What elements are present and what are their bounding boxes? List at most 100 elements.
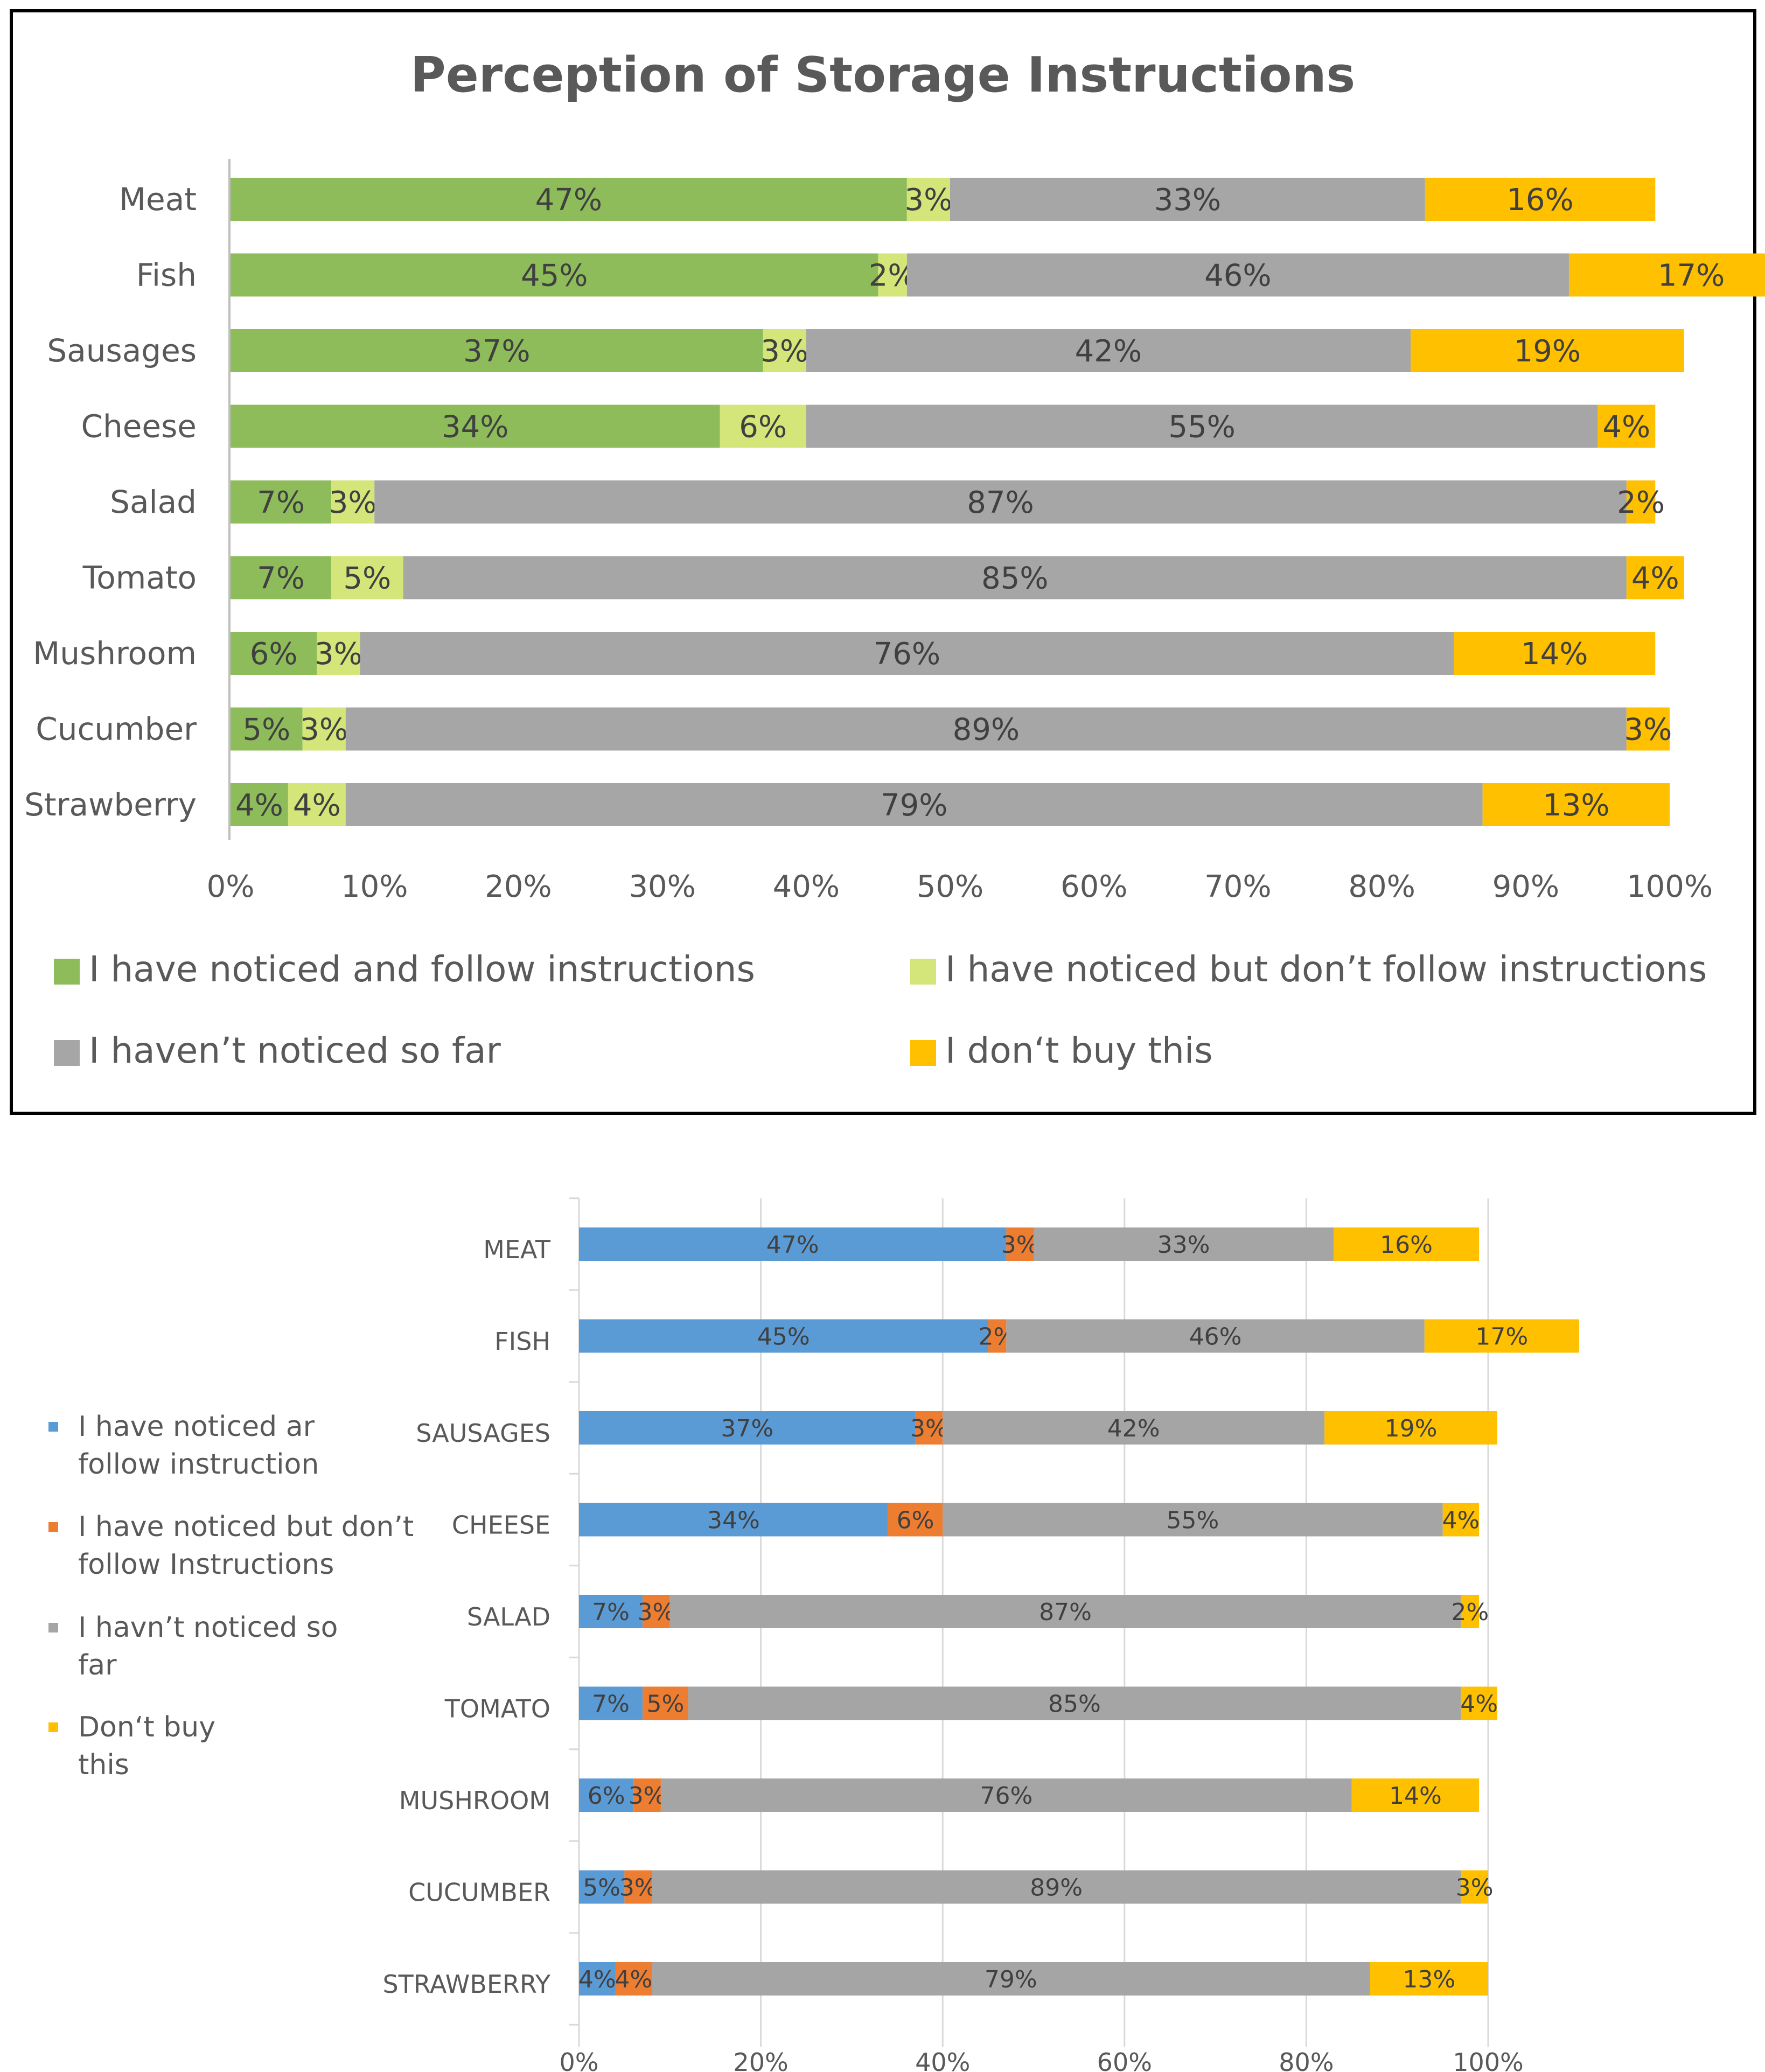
chart-2-data-label-cucumber-series-1: 5% bbox=[583, 1874, 620, 1902]
chart-2-bar-meat-series-2 bbox=[1006, 1227, 1034, 1261]
chart-2-data-label-cheese-series-3: 55% bbox=[1167, 1507, 1219, 1534]
chart-2-bar-sausages-series-1 bbox=[579, 1411, 916, 1445]
chart-1-legend-swatch-1 bbox=[54, 959, 80, 985]
chart-1-bar-strawberry-series-2 bbox=[288, 783, 346, 826]
chart-2-category-label-sausages: SAUSAGES bbox=[416, 1419, 550, 1448]
chart-1-data-label-salad-series-3: 87% bbox=[967, 485, 1034, 520]
chart-1-bar-mushroom-series-4 bbox=[1454, 632, 1656, 675]
chart-2-data-label-cucumber-series-3: 89% bbox=[1030, 1874, 1083, 1902]
chart-2-data-label-cucumber-series-4: 3% bbox=[1456, 1874, 1494, 1902]
chart-2-bar-tomato-series-3 bbox=[688, 1686, 1461, 1720]
chart-1-bar-tomato-series-1 bbox=[231, 556, 332, 599]
chart-2-data-label-salad-series-2: 3% bbox=[638, 1599, 675, 1626]
chart-1-category-label-mushroom: Mushroom bbox=[33, 635, 197, 672]
chart-1-category-label-sausages: Sausages bbox=[47, 332, 197, 369]
chart-2-x-tick-40: 40% bbox=[915, 2048, 970, 2072]
chart-1-x-tick-100: 100% bbox=[1627, 869, 1713, 904]
chart-2-bar-tomato-series-4 bbox=[1461, 1686, 1497, 1720]
chart-2-bar-strawberry-series-4 bbox=[1370, 1962, 1488, 1996]
chart-1-bar-cucumber-series-1 bbox=[231, 707, 303, 751]
chart-2-legend-swatch-3 bbox=[48, 1623, 58, 1633]
chart-2-bar-mushroom-series-4 bbox=[1351, 1778, 1480, 1812]
chart-1-data-label-meat-series-1: 47% bbox=[535, 183, 602, 218]
chart-1-data-label-meat-series-4: 16% bbox=[1506, 183, 1573, 218]
chart-1-data-label-sausages-series-4: 19% bbox=[1514, 334, 1581, 369]
chart-1-bar-cheese-series-2 bbox=[720, 404, 806, 448]
chart-2-data-label-fish-series-1: 45% bbox=[757, 1323, 810, 1351]
chart-2-bar-cucumber-series-4 bbox=[1461, 1870, 1488, 1904]
chart-1-bar-cucumber-series-2 bbox=[302, 707, 346, 751]
chart-2-data-label-strawberry-series-4: 13% bbox=[1403, 1966, 1455, 1993]
chart-1-title: Perception of Storage Instructions bbox=[410, 47, 1356, 103]
chart-1-x-tick-30: 30% bbox=[629, 869, 695, 904]
chart-1-data-label-cheese-series-2: 6% bbox=[739, 410, 787, 445]
chart-1-bar-meat-series-2 bbox=[906, 178, 950, 221]
chart-2-data-label-strawberry-series-3: 79% bbox=[985, 1966, 1037, 1993]
chart-2-data-label-meat-series-1: 47% bbox=[766, 1231, 819, 1259]
chart-1-bar-cucumber-series-3 bbox=[345, 707, 1627, 751]
chart-1-bar-salad-series-3 bbox=[374, 480, 1627, 524]
chart-1-category-label-strawberry: Strawberry bbox=[24, 786, 197, 823]
chart-2-legend-swatch-4 bbox=[48, 1722, 58, 1732]
chart-2-bar-cucumber-series-2 bbox=[624, 1870, 652, 1904]
chart-1-legend-swatch-2 bbox=[910, 959, 936, 985]
chart-1-bar-fish-series-4 bbox=[1568, 253, 1765, 297]
chart-2-legend-swatch-2 bbox=[48, 1522, 58, 1532]
chart-1-legend-label-2: I have noticed but don’t follow instruct… bbox=[945, 948, 1707, 990]
chart-1-bar-cucumber-series-4 bbox=[1626, 707, 1670, 751]
chart-1-data-label-salad-series-1: 7% bbox=[257, 485, 305, 520]
chart-1-x-tick-90: 90% bbox=[1492, 869, 1559, 904]
chart-2-category-label-salad: SALAD bbox=[467, 1602, 550, 1631]
chart-2-data-label-meat-series-2: 3% bbox=[1001, 1231, 1039, 1259]
chart-1-data-label-meat-series-3: 33% bbox=[1154, 183, 1221, 218]
chart-2-bar-strawberry-series-3 bbox=[652, 1962, 1370, 1996]
chart-2-x-tick-60: 60% bbox=[1097, 2048, 1152, 2072]
chart-2-bar-sausages-series-3 bbox=[943, 1411, 1325, 1445]
chart-1-data-label-tomato-series-1: 7% bbox=[257, 561, 305, 596]
chart-1-bar-cheese-series-3 bbox=[806, 404, 1598, 448]
chart-2-legend-label-4-line-1: Don‘t buy bbox=[78, 1711, 215, 1743]
chart-2-data-label-cucumber-series-2: 3% bbox=[619, 1874, 657, 1902]
chart-1-data-label-salad-series-2: 3% bbox=[329, 485, 377, 520]
chart-1-data-label-strawberry-series-3: 79% bbox=[881, 788, 947, 823]
chart-2-data-label-cheese-series-4: 4% bbox=[1442, 1507, 1480, 1534]
chart-1-data-label-tomato-series-4: 4% bbox=[1631, 561, 1679, 596]
chart-2-data-label-cheese-series-1: 34% bbox=[707, 1507, 760, 1534]
chart-1-data-label-salad-series-4: 2% bbox=[1617, 485, 1665, 520]
chart-2-legend-label-1-line-2: follow instruction bbox=[78, 1448, 319, 1481]
chart-1-legend-label-3: I haven’t noticed so far bbox=[89, 1030, 501, 1071]
chart-2-data-label-tomato-series-2: 5% bbox=[646, 1691, 684, 1718]
chart-2-legend-label-2-line-1: I have noticed but don’t bbox=[78, 1511, 414, 1543]
chart-1-data-label-mushroom-series-2: 3% bbox=[315, 637, 362, 672]
chart-1-category-label-cucumber: Cucumber bbox=[36, 711, 197, 748]
chart-2-data-label-fish-series-3: 46% bbox=[1189, 1323, 1242, 1351]
chart-1-category-label-salad: Salad bbox=[110, 484, 197, 520]
chart-2-bar-meat-series-1 bbox=[579, 1227, 1007, 1261]
chart-2-data-label-mushroom-series-1: 6% bbox=[588, 1782, 625, 1810]
chart-2-category-label-mushroom: MUSHROOM bbox=[399, 1786, 550, 1815]
chart-1-bar-strawberry-series-1 bbox=[231, 783, 288, 826]
chart-1-bar-tomato-series-4 bbox=[1626, 556, 1684, 599]
chart-2-bar-tomato-series-2 bbox=[643, 1686, 688, 1720]
chart-1-data-label-mushroom-series-3: 76% bbox=[874, 637, 940, 672]
chart-2-bar-fish-series-2 bbox=[988, 1319, 1007, 1353]
chart-1-bar-salad-series-1 bbox=[231, 480, 332, 524]
chart-1-data-label-strawberry-series-1: 4% bbox=[235, 788, 283, 823]
chart-2-legend-label-3-line-2: far bbox=[78, 1649, 117, 1682]
chart-1-x-tick-10: 10% bbox=[341, 869, 408, 904]
chart-1-bar-sausages-series-3 bbox=[806, 329, 1411, 372]
chart-2-category-label-tomato: TOMATO bbox=[444, 1694, 550, 1724]
chart-2-bar-meat-series-3 bbox=[1034, 1227, 1334, 1261]
chart-2-legend-swatch-1 bbox=[48, 1422, 58, 1432]
chart-2-category-label-cheese: CHEESE bbox=[452, 1511, 550, 1540]
chart-2-bar-fish-series-3 bbox=[1006, 1319, 1425, 1353]
chart-1-legend-label-4: I don‘t buy this bbox=[945, 1030, 1213, 1071]
chart-1-legend-swatch-3 bbox=[54, 1040, 80, 1066]
chart-1-x-tick-0: 0% bbox=[207, 869, 255, 904]
chart-1-x-tick-20: 20% bbox=[485, 869, 552, 904]
chart-1-data-label-strawberry-series-2: 4% bbox=[293, 788, 341, 823]
chart-2-bar-strawberry-series-1 bbox=[579, 1962, 616, 1996]
chart-2-data-label-sausages-series-2: 3% bbox=[910, 1415, 948, 1442]
chart-1-data-label-mushroom-series-4: 14% bbox=[1521, 637, 1588, 672]
